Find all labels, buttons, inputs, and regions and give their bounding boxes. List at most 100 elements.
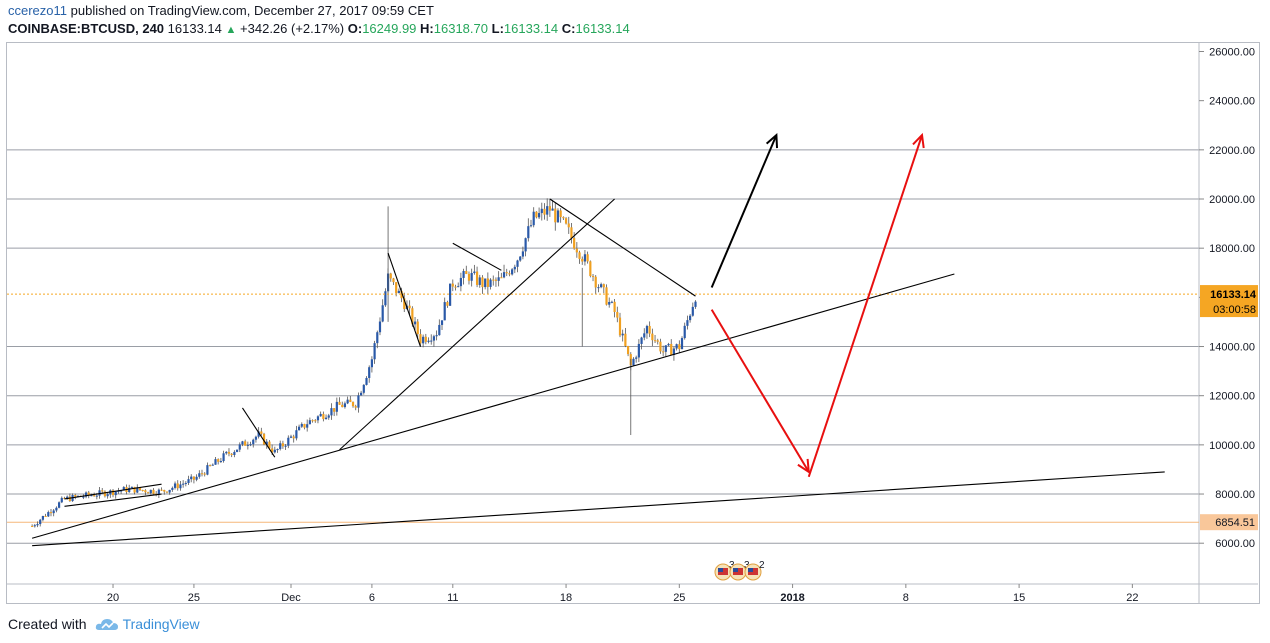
symbol-label[interactable]: COINBASE:BTCUSD, 240	[8, 21, 165, 36]
open-label: O:	[347, 21, 363, 36]
chart-frame[interactable]	[6, 42, 1260, 604]
candle	[419, 334, 422, 344]
candle	[664, 345, 667, 352]
candle	[626, 345, 630, 355]
candle	[672, 348, 676, 355]
candle	[260, 431, 263, 434]
candle	[511, 269, 514, 275]
candle	[475, 271, 479, 285]
candle	[122, 487, 125, 491]
candle	[651, 333, 654, 341]
candle	[376, 332, 379, 344]
candle	[378, 321, 382, 333]
candle	[111, 490, 115, 496]
low-value: 16133.14	[503, 21, 559, 36]
price-tag	[1200, 285, 1258, 318]
candle	[179, 484, 182, 489]
candle	[516, 260, 519, 267]
candle	[44, 515, 47, 517]
candle	[114, 491, 117, 496]
candle	[645, 325, 649, 334]
candle	[502, 272, 506, 278]
candle	[389, 273, 392, 279]
candle	[443, 302, 446, 321]
candle	[36, 524, 39, 526]
candle	[535, 211, 538, 218]
candle	[670, 343, 673, 355]
candle	[146, 492, 150, 494]
candle	[68, 496, 71, 502]
candle	[209, 465, 212, 467]
candle	[637, 343, 640, 358]
candle	[171, 487, 174, 490]
candle	[66, 496, 69, 499]
price-tag-value: 16133.14	[1210, 289, 1257, 301]
candle	[411, 308, 414, 325]
candle	[600, 284, 603, 288]
candle	[160, 489, 163, 491]
candle	[424, 336, 427, 342]
projection-arrow	[710, 134, 778, 288]
candle	[284, 445, 287, 447]
x-tick-label: 25	[673, 592, 685, 604]
candle	[449, 283, 452, 306]
candle	[63, 497, 66, 499]
tradingview-link[interactable]: TradingView	[122, 616, 200, 632]
candle	[608, 301, 611, 305]
x-tick-label: 6	[369, 592, 375, 604]
candle	[268, 441, 271, 449]
trendline	[32, 471, 1165, 547]
candle	[459, 277, 462, 287]
candle	[276, 449, 279, 451]
candle	[680, 338, 684, 350]
candle	[540, 208, 543, 214]
flag-canton	[733, 568, 738, 572]
candle	[486, 278, 489, 287]
candle	[403, 298, 406, 310]
candle	[470, 273, 473, 281]
high-value: 16318.70	[433, 21, 488, 36]
candle	[567, 223, 570, 228]
candle	[219, 461, 222, 463]
candle	[176, 483, 179, 489]
candle	[235, 449, 239, 452]
candle	[190, 476, 193, 480]
candle	[556, 210, 560, 223]
candle	[311, 420, 314, 422]
candle	[689, 315, 692, 321]
y-tick-label: 26000.00	[1209, 47, 1255, 59]
candle	[643, 333, 646, 338]
price-tag-countdown: 03:00:58	[1213, 304, 1256, 316]
candle	[297, 426, 301, 431]
candle	[211, 464, 214, 466]
candle	[446, 302, 449, 306]
candle	[300, 423, 303, 427]
author-link[interactable]: ccerezo11	[8, 3, 68, 18]
low-level-label: 6854.51	[1215, 517, 1255, 529]
candle	[451, 283, 454, 287]
candle	[454, 286, 457, 288]
candle	[341, 404, 344, 408]
y-tick-label: 8000.00	[1215, 489, 1255, 501]
candle	[187, 479, 190, 483]
candle	[537, 213, 541, 218]
candle	[289, 436, 293, 438]
close-value: 16133.14	[575, 21, 630, 36]
candle	[605, 287, 608, 305]
candle	[52, 510, 55, 514]
y-tick-label: 12000.00	[1209, 391, 1255, 403]
candle	[370, 359, 373, 368]
candle	[238, 444, 241, 450]
trendline	[64, 493, 162, 507]
candle	[230, 453, 233, 455]
candle	[200, 473, 204, 475]
footer: Created with TradingView	[8, 616, 200, 632]
candle	[222, 453, 225, 462]
candle	[333, 408, 336, 412]
candle	[678, 344, 681, 350]
candle	[130, 486, 133, 488]
y-tick-label: 24000.00	[1209, 96, 1255, 108]
candle	[95, 495, 98, 497]
x-tick-label: 25	[188, 592, 200, 604]
